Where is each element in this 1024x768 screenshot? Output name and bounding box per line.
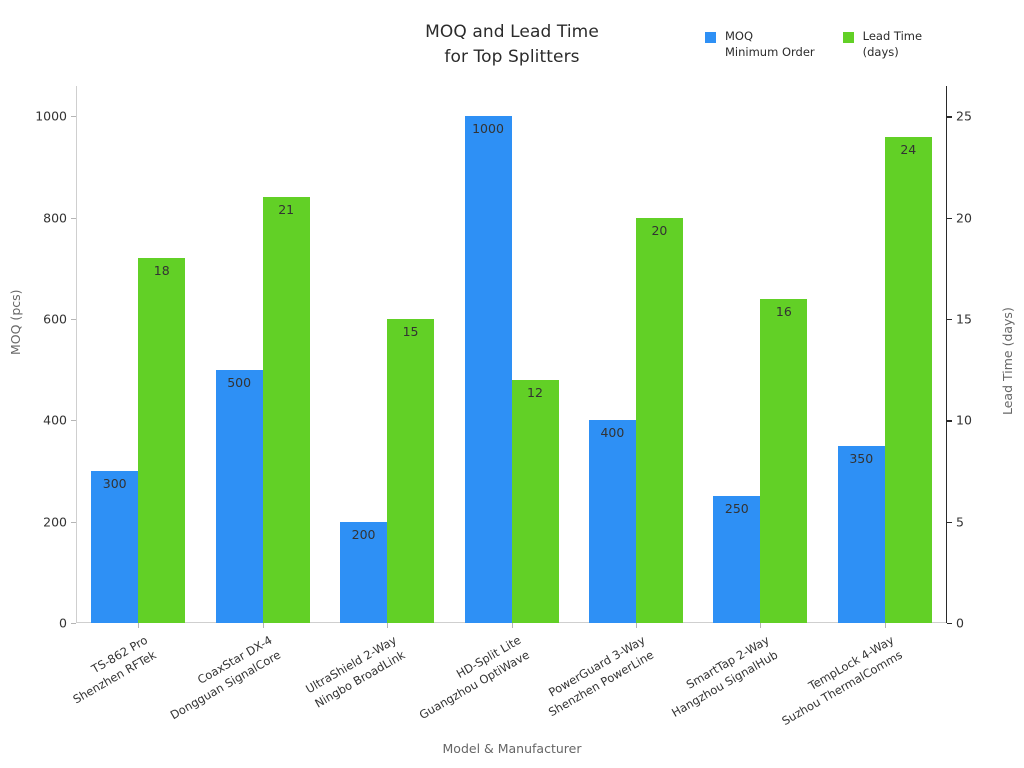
legend-item-lead-time[interactable]: Lead Time (days): [842, 28, 923, 61]
bar-moq[interactable]: 1000: [464, 116, 512, 623]
bar-value-label: 24: [900, 141, 917, 157]
bar-lead-time[interactable]: 20: [635, 217, 683, 623]
x-axis-category-text: SmartTap 2-Way Hangzhou SignalHub: [669, 632, 781, 720]
y-axis-left-tick-label: 600: [43, 311, 67, 327]
bar-moq[interactable]: 250: [713, 496, 761, 623]
bar-lead-time[interactable]: 16: [760, 298, 808, 623]
y-axis-right-title: Lead Time (days): [1000, 307, 1015, 415]
y-axis-right-tick-label: 5: [956, 514, 964, 530]
bar-lead-time[interactable]: 18: [138, 258, 186, 623]
y-axis-right-tick-label: 10: [956, 412, 972, 428]
y-axis-left-tick-label: 0: [59, 615, 67, 631]
bar-value-label: 12: [527, 384, 543, 400]
plot-area: 0 200 400 600 800 1000 0 5 10 15 20 25 300 18 500 21 2…: [35, 86, 972, 728]
y-axis-left-tick-mark: [71, 217, 76, 219]
x-axis-title: Model & Manufacturer: [442, 741, 582, 756]
y-axis-right-tick-label: 25: [956, 108, 972, 124]
y-axis-left-tick-label: 400: [43, 412, 67, 428]
bar-value-label: 200: [351, 526, 376, 542]
legend-label-lead-time: Lead Time (days): [862, 29, 923, 60]
x-axis-tick-mark: [884, 623, 886, 628]
y-axis-left-tick-mark: [71, 623, 76, 624]
y-axis-right-tick-mark: [947, 217, 952, 219]
x-axis-category-text: UltraShield 2-Way Ningbo BroadLink: [302, 632, 407, 711]
legend-swatch-lead-time: [842, 32, 854, 43]
axis-spine-right: [945, 86, 947, 623]
x-axis-category-text: CoaxStar DX-4 Dongguan SignalCore: [167, 632, 283, 722]
y-axis-left-tick-mark: [71, 319, 76, 321]
bar-lead-time[interactable]: 15: [387, 319, 435, 623]
y-axis-left-tick-mark: [71, 521, 76, 523]
y-axis-right-tick-mark: [947, 623, 952, 625]
bar-moq[interactable]: 200: [340, 521, 388, 623]
bar-lead-time[interactable]: 21: [262, 197, 310, 623]
bar-lead-time[interactable]: 24: [884, 136, 932, 623]
legend-label-moq: MOQ Minimum Order: [725, 29, 815, 60]
bar-value-label: 250: [724, 501, 749, 517]
x-axis-category-text: HD-Split Lite Guangzhou OptiWave: [416, 632, 532, 722]
y-axis-left-tick-mark: [71, 420, 76, 422]
legend-item-moq[interactable]: MOQ Minimum Order: [705, 28, 815, 61]
chart-title: MOQ and Lead Time for Top Splitters: [425, 22, 599, 67]
bar-moq[interactable]: 400: [588, 420, 636, 623]
x-axis-category-text: TS-862 Pro Shenzhen RFTek: [70, 632, 159, 707]
bar-value-label: 16: [775, 303, 792, 319]
y-axis-right-tick-mark: [947, 521, 952, 523]
y-axis-left-tick-label: 800: [43, 210, 67, 226]
y-axis-right-tick-mark: [947, 319, 952, 321]
x-axis-tick-mark: [138, 623, 140, 628]
y-axis-left-tick-mark: [71, 116, 76, 118]
bar-value-label: 350: [849, 450, 874, 466]
x-axis-tick-mark: [387, 623, 389, 628]
bar-value-label: 400: [600, 425, 625, 441]
x-axis-tick-mark: [760, 623, 762, 628]
x-axis-category-text: PowerGuard 3-Way Shenzhen PowerLine: [545, 632, 656, 719]
x-axis-tick-mark: [635, 623, 637, 628]
y-axis-left-title: MOQ (pcs): [8, 289, 23, 355]
bar-lead-time[interactable]: 12: [511, 379, 559, 623]
x-axis-category-text: TempLock 4-Way Suzhou ThermalComms: [779, 632, 905, 728]
bar-value-label: 1000: [472, 121, 504, 137]
x-axis-tick-mark: [511, 623, 513, 628]
y-axis-right-tick-mark: [947, 420, 952, 422]
bar-value-label: 18: [153, 263, 170, 279]
axis-spine-left: [76, 86, 77, 623]
bar-moq[interactable]: 500: [215, 369, 263, 623]
bar-moq[interactable]: 350: [837, 445, 885, 623]
y-axis-right-tick-mark: [947, 116, 952, 118]
bar-value-label: 21: [278, 202, 295, 218]
bar-value-label: 15: [402, 324, 419, 340]
bar-value-label: 20: [651, 222, 668, 238]
bar-moq[interactable]: 300: [91, 471, 139, 623]
y-axis-right-tick-label: 15: [956, 311, 972, 327]
y-axis-right-tick-label: 20: [956, 210, 972, 226]
bar-value-label: 500: [227, 374, 252, 390]
chart-legend: MOQ Minimum Order Lead Time (days): [705, 28, 922, 61]
y-axis-left-tick-label: 200: [43, 514, 67, 530]
x-axis-tick-mark: [262, 623, 264, 628]
y-axis-left-tick-label: 1000: [35, 108, 67, 124]
legend-swatch-moq: [705, 32, 716, 43]
bar-value-label: 300: [102, 476, 127, 492]
y-axis-right-tick-label: 0: [956, 615, 964, 631]
